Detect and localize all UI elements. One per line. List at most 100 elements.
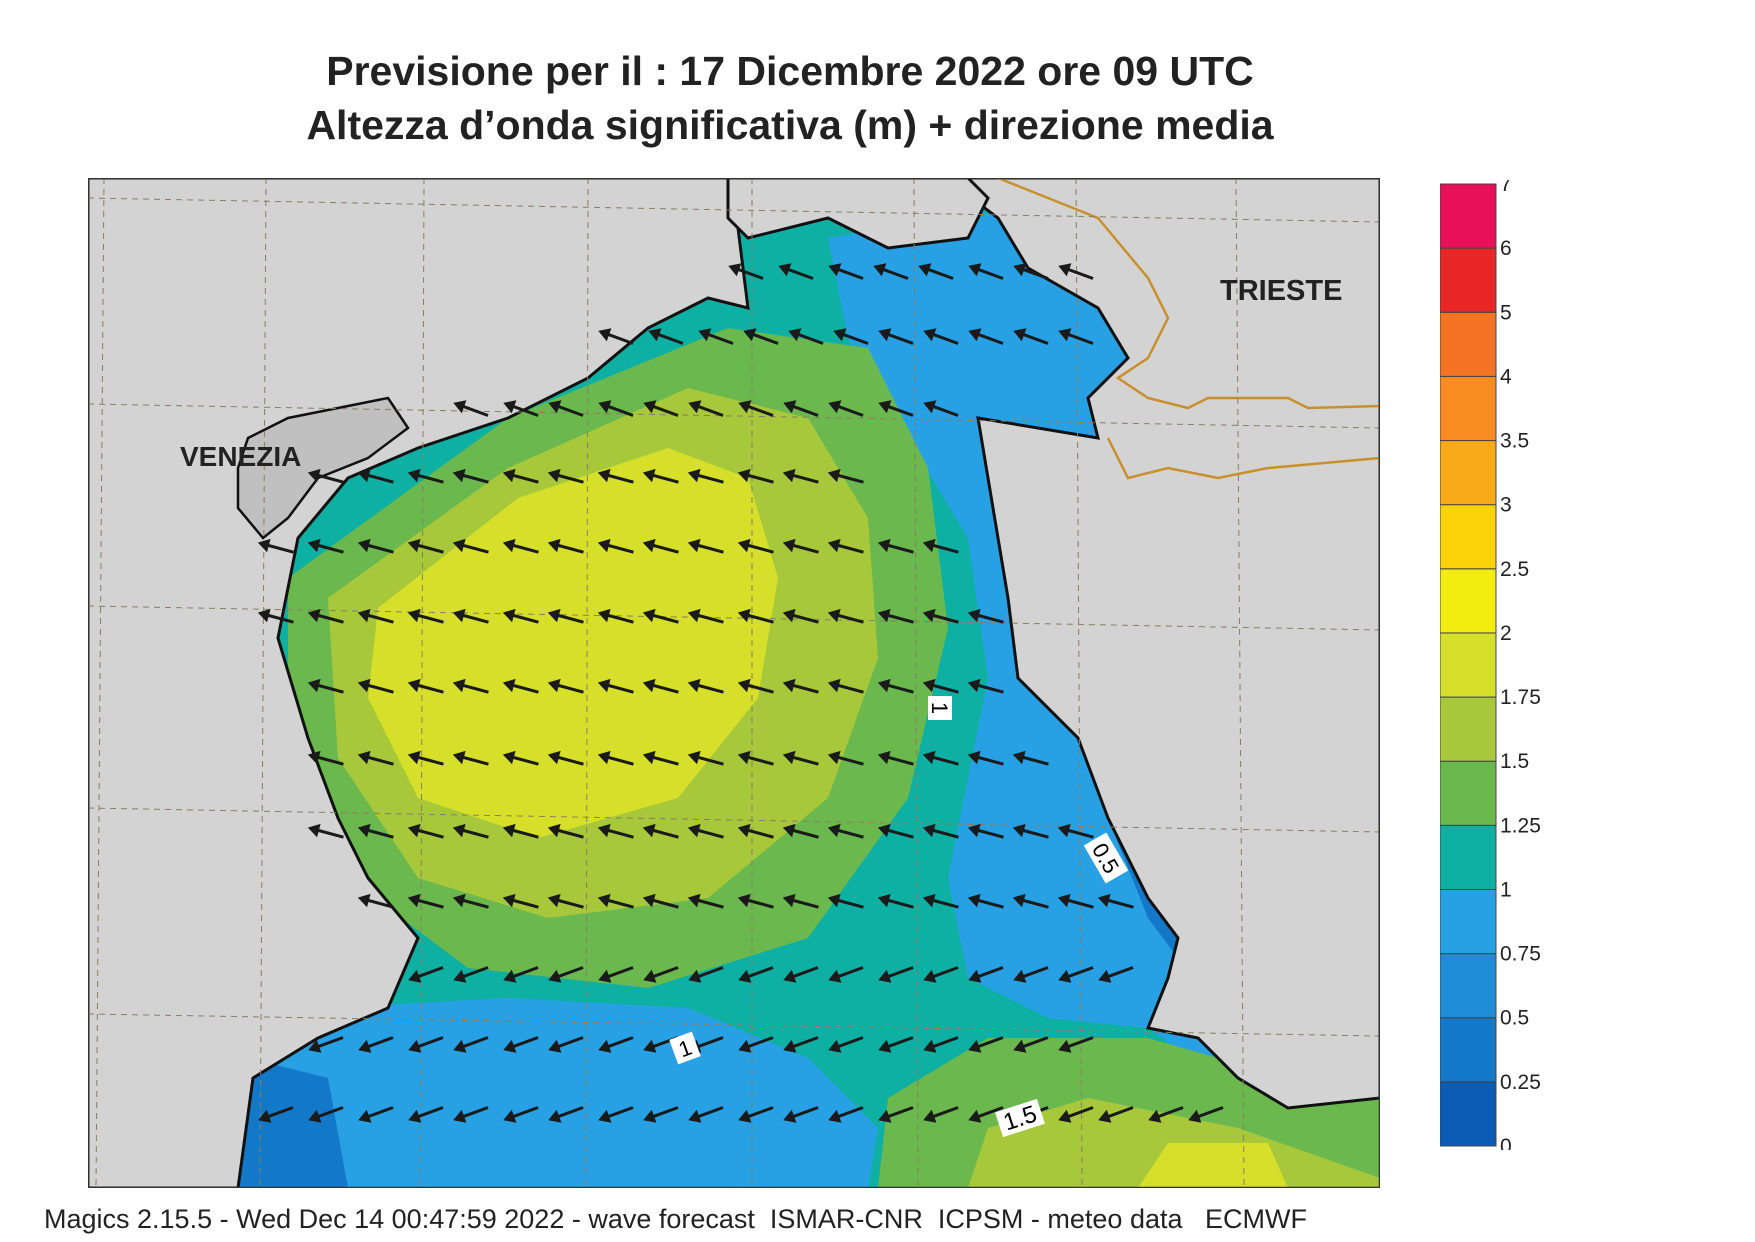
land-west-italy bbox=[88, 178, 770, 1188]
land-north-coast bbox=[726, 178, 990, 250]
wave-direction-arrow bbox=[923, 966, 959, 983]
wave-direction-arrow bbox=[828, 1036, 864, 1053]
wave-direction-arrow bbox=[408, 1036, 444, 1053]
colorbar-swatch bbox=[1440, 504, 1497, 570]
wave-direction-arrow bbox=[827, 608, 864, 624]
national-border-south bbox=[1106, 437, 1380, 480]
colorbar-tick-label: 0 bbox=[1500, 1135, 1512, 1150]
land-slovenia-croatia bbox=[955, 178, 1380, 1110]
wave-direction-arrow bbox=[547, 678, 584, 694]
svg-text:1: 1 bbox=[927, 702, 952, 714]
colorbar-swatch bbox=[1440, 953, 1497, 1019]
wave-direction-arrow bbox=[737, 608, 774, 624]
wave-direction-arrow bbox=[923, 1106, 959, 1123]
city-label-venezia: VENEZIA bbox=[180, 441, 301, 472]
wave-direction-arrow bbox=[687, 678, 724, 694]
wave-direction-arrow bbox=[737, 823, 774, 839]
wave-direction-arrow bbox=[1097, 893, 1134, 909]
wave-direction-arrow bbox=[503, 1036, 539, 1053]
wave-direction-arrow bbox=[788, 328, 824, 345]
wave-direction-arrow bbox=[873, 263, 909, 280]
wave-direction-arrow bbox=[1013, 263, 1049, 280]
wave-direction-arrow bbox=[453, 1106, 489, 1123]
wave-direction-arrow bbox=[502, 608, 539, 624]
wave-direction-arrow bbox=[598, 966, 634, 983]
wave-direction-arrow bbox=[827, 893, 864, 909]
wave-direction-arrow bbox=[597, 750, 634, 766]
colorbar-tick-label: 1 bbox=[1500, 878, 1512, 901]
wave-direction-arrow bbox=[1098, 966, 1134, 983]
wave-direction-arrow bbox=[728, 263, 764, 280]
wave-direction-arrow bbox=[828, 263, 864, 280]
wave-direction-arrow bbox=[307, 608, 344, 624]
wave-direction-arrow bbox=[357, 678, 394, 694]
wave-direction-arrow bbox=[548, 966, 584, 983]
colorbar-swatch bbox=[1440, 760, 1497, 826]
wave-direction-arrow bbox=[548, 1036, 584, 1053]
city-label-trieste: TRIESTE bbox=[1220, 275, 1342, 307]
wave-direction-arrow bbox=[688, 966, 724, 983]
wave-direction-arrow bbox=[738, 1036, 774, 1053]
wave-direction-arrow bbox=[258, 1106, 294, 1123]
wave-direction-arrow bbox=[878, 400, 914, 417]
wave-direction-arrow bbox=[967, 750, 1004, 766]
wave-direction-arrow bbox=[598, 328, 634, 345]
wave-direction-arrow bbox=[257, 608, 294, 624]
wave-direction-arrow bbox=[502, 893, 539, 909]
colorbar-tick-label: 0.25 bbox=[1500, 1071, 1541, 1094]
wave-direction-arrow bbox=[642, 538, 679, 554]
zone-1-75-2-central bbox=[368, 448, 778, 838]
wave-direction-arrow bbox=[407, 750, 444, 766]
wave-direction-arrow bbox=[878, 1036, 914, 1053]
colorbar-swatch bbox=[1440, 440, 1497, 506]
wave-direction-arrow bbox=[738, 966, 774, 983]
wave-direction-arrow bbox=[502, 823, 539, 839]
wave-direction-arrow bbox=[357, 823, 394, 839]
national-border bbox=[997, 178, 1380, 410]
wave-direction-arrow bbox=[687, 538, 724, 554]
wave-direction-arrow bbox=[642, 468, 679, 484]
footer-credits: Magics 2.15.5 - Wed Dec 14 00:47:59 2022… bbox=[44, 1204, 1307, 1234]
wave-direction-arrow bbox=[1013, 966, 1049, 983]
wave-direction-arrow bbox=[503, 966, 539, 983]
wave-direction-arrow bbox=[307, 678, 344, 694]
colorbar-swatch bbox=[1440, 632, 1497, 698]
colorbar-swatch bbox=[1440, 375, 1497, 442]
wave-height-map: 1 1 0.5 1.5 VENEZIA TRIESTE bbox=[88, 178, 1380, 1188]
wave-direction-arrow bbox=[1012, 893, 1049, 909]
wave-direction-arrow bbox=[597, 678, 634, 694]
wave-direction-arrow bbox=[597, 608, 634, 624]
colorbar-swatch bbox=[1440, 311, 1497, 377]
wave-direction-arrow bbox=[642, 823, 679, 839]
colorbar-tick-label: 4 bbox=[1500, 365, 1512, 388]
wave-direction-arrow bbox=[922, 608, 959, 624]
wave-direction-arrow bbox=[783, 1036, 819, 1053]
wave-direction-arrow bbox=[827, 538, 864, 554]
wave-direction-arrow bbox=[452, 893, 489, 909]
wave-direction-arrow bbox=[453, 400, 489, 417]
colorbar: 0 0.25 0.5 0.75 1 1.25 1.5 1.75 2 2.5 3 3.5 4 5 6 7 bbox=[1440, 180, 1541, 1150]
colorbar-swatch bbox=[1440, 568, 1497, 634]
wave-direction-arrow bbox=[968, 328, 1004, 345]
wave-direction-arrow bbox=[782, 750, 819, 766]
wave-direction-arrow bbox=[828, 1106, 864, 1123]
wave-direction-arrow bbox=[698, 328, 734, 345]
wave-direction-arrow bbox=[743, 328, 779, 345]
wave-direction-arrow bbox=[357, 468, 394, 484]
wave-direction-arrow bbox=[358, 1036, 394, 1053]
zone-1-75-2-south bbox=[1138, 1143, 1288, 1188]
wave-direction-arrow bbox=[308, 1036, 344, 1053]
wave-direction-arrow bbox=[643, 966, 679, 983]
wave-direction-arrow bbox=[1058, 966, 1094, 983]
wave-direction-arrow bbox=[598, 1036, 634, 1053]
wave-direction-arrow bbox=[738, 1106, 774, 1123]
wave-direction-arrow bbox=[827, 678, 864, 694]
colorbar-tick-label: 7 bbox=[1500, 180, 1512, 196]
wave-direction-arrow bbox=[923, 1036, 959, 1053]
wave-direction-arrow bbox=[1057, 893, 1094, 909]
wave-direction-arrow bbox=[407, 608, 444, 624]
wave-direction-arrow bbox=[967, 893, 1004, 909]
wave-direction-arrow bbox=[782, 538, 819, 554]
wave-direction-arrows bbox=[257, 263, 1224, 1123]
wave-direction-arrow bbox=[782, 823, 819, 839]
